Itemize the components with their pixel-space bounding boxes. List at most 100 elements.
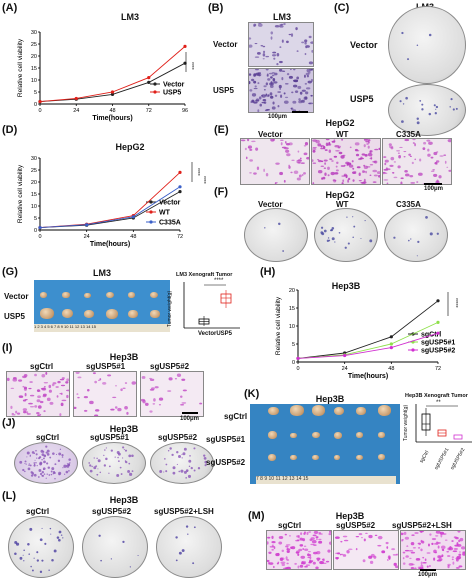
x-tick-label: 24 (342, 366, 348, 372)
panel-f-label: (F) (214, 186, 229, 198)
panel-j-col-sgusp5-1: sgUSP5#1 (90, 433, 130, 442)
panel-k-tumor (268, 453, 277, 461)
panel-b-micrograph-vector (248, 22, 314, 67)
panel-m-title: Hep3B (335, 511, 365, 521)
x-axis-label: Time(hours) (90, 241, 130, 248)
x-tick-label: 48 (388, 366, 394, 372)
panel-m-scale-bar (420, 569, 436, 571)
y-tick-label: 15 (289, 306, 295, 312)
panel-k-tumor (378, 432, 386, 439)
panel-m-col-sgusp5-2: sgUSP5#2 (336, 521, 376, 530)
panel-a-chart: 0 5 10 15 20 25 30 0 24 48 72 96 Time(hours) Relative… (17, 30, 194, 122)
panel-k-box-sgusp5-2 (453, 434, 463, 440)
legend-marker (411, 348, 415, 352)
panel-g-label: (G) (2, 266, 18, 278)
panel-k-boxplot (415, 404, 472, 443)
panel-k-tumor (268, 406, 279, 416)
panel-k-tumor (290, 405, 304, 417)
panel-g-tumor (84, 309, 95, 319)
legend-label: Vector (159, 200, 181, 207)
panel-k-tumor (268, 431, 278, 439)
x-tick-label: 48 (130, 234, 136, 240)
legend-marker (149, 210, 153, 214)
panel-d-title: HepG2 (115, 142, 145, 152)
panel-j-col-sgctrl: sgCtrl (36, 433, 60, 442)
panel-k-tumor (356, 432, 364, 439)
panel-g-tumor (84, 292, 91, 298)
panel-m-micrograph-sgusp5-2 (333, 530, 399, 570)
data-point (85, 223, 89, 227)
panel-j-dish-sgusp5-2 (150, 442, 214, 484)
y-tick-label: 0 (34, 228, 37, 234)
panel-i-micrograph-sgusp5-2 (140, 371, 204, 417)
panel-k-box-sgusp5-1 (437, 429, 447, 437)
panel-f-dish-c335a (384, 208, 448, 262)
panel-b-row-usp5: USP5 (213, 86, 234, 95)
y-tick-label: 0 (34, 102, 37, 108)
panel-k-row-sgusp5-1: sgUSP5#1 (206, 435, 246, 444)
legend-marker (149, 220, 153, 224)
data-point (296, 356, 300, 360)
panel-k-tumor (334, 406, 345, 416)
panel-e-micrograph-c335a (382, 138, 452, 185)
panel-k-label: (K) (244, 388, 260, 400)
panel-m-col-sgctrl: sgCtrl (278, 521, 302, 530)
panel-l-label: (L) (2, 490, 17, 502)
panel-c-label: (C) (334, 2, 350, 14)
x-tick-label: 0 (38, 234, 41, 240)
data-point (436, 331, 440, 335)
panel-k-row-sgctrl: sgCtrl (224, 412, 248, 421)
panel-f-dish-vector (244, 208, 308, 262)
data-point (131, 215, 135, 219)
panel-g-tumor (150, 310, 160, 318)
series-line-c335a (39, 186, 181, 229)
panel-c-dish-usp5 (388, 84, 466, 136)
panel-g-tumor (106, 308, 119, 319)
panel-l-dish-sgusp5-2-lsh (156, 516, 222, 578)
panel-k-title: Hep3B (315, 394, 345, 404)
panel-e-micrograph-wt (311, 138, 381, 185)
panel-l-col-sgusp5-2-lsh: sgUSP5#2+LSH (154, 507, 214, 516)
panel-b-scale-bar (292, 111, 308, 113)
panel-i-micrograph-sgusp5-1 (73, 371, 137, 417)
panel-e-col-wt: WT (336, 130, 349, 139)
y-tick-label: 30 (31, 30, 37, 36)
y-tick-label: 5 (292, 342, 295, 348)
panel-k-tumor (334, 454, 341, 460)
panel-i-label: (I) (2, 342, 13, 354)
panel-g-inset-xlabel: VectorUSP5 (198, 331, 233, 337)
panel-l-title: Hep3B (109, 495, 139, 505)
data-point (178, 170, 182, 174)
x-tick-label: 24 (73, 108, 79, 114)
panel-k-tumor (312, 454, 319, 461)
y-tick-label: 10 (289, 324, 295, 330)
panel-g-box-vector (198, 316, 210, 326)
x-axis-label: Time(hours) (92, 115, 132, 122)
panel-k-inset-sig: ** (436, 400, 441, 406)
y-tick-label: 0 (292, 360, 295, 366)
y-tick-label: 20 (31, 180, 37, 186)
y-axis-label: Relative cell viability (17, 38, 24, 97)
legend-label: USP5 (163, 90, 181, 97)
panel-e-scale-label: 100μm (424, 186, 444, 192)
legend-marker (153, 90, 157, 94)
y-tick-label: 10 (31, 204, 37, 210)
panel-g-tumor (40, 308, 54, 320)
data-point (178, 185, 182, 189)
series-line-sgusp52 (297, 332, 439, 359)
y-tick-label: 5 (34, 216, 37, 222)
panel-i-scale-label: 100μm (180, 416, 200, 422)
panel-k-tumor (356, 407, 366, 415)
panel-k-ruler: 7 8 9 10 11 12 13 14 15 (256, 476, 396, 484)
panel-g-tumor (62, 292, 70, 299)
x-tick-label: 24 (84, 234, 90, 240)
x-tick-label: 96 (182, 108, 188, 114)
panel-g-tumor (106, 291, 115, 299)
panel-b-label: (B) (208, 2, 224, 14)
legend-label: sgUSP5#1 (421, 340, 455, 347)
panel-g-box-usp5 (220, 290, 232, 308)
legend-label: sgUSP5#2 (421, 348, 455, 355)
y-axis-label: Relative cell viability (275, 296, 282, 355)
panel-d-chart: 0 5 10 15 20 25 30 0 24 48 72 Time(hours) Relative c… (17, 156, 206, 248)
panel-e-micrograph-vector (240, 138, 310, 185)
